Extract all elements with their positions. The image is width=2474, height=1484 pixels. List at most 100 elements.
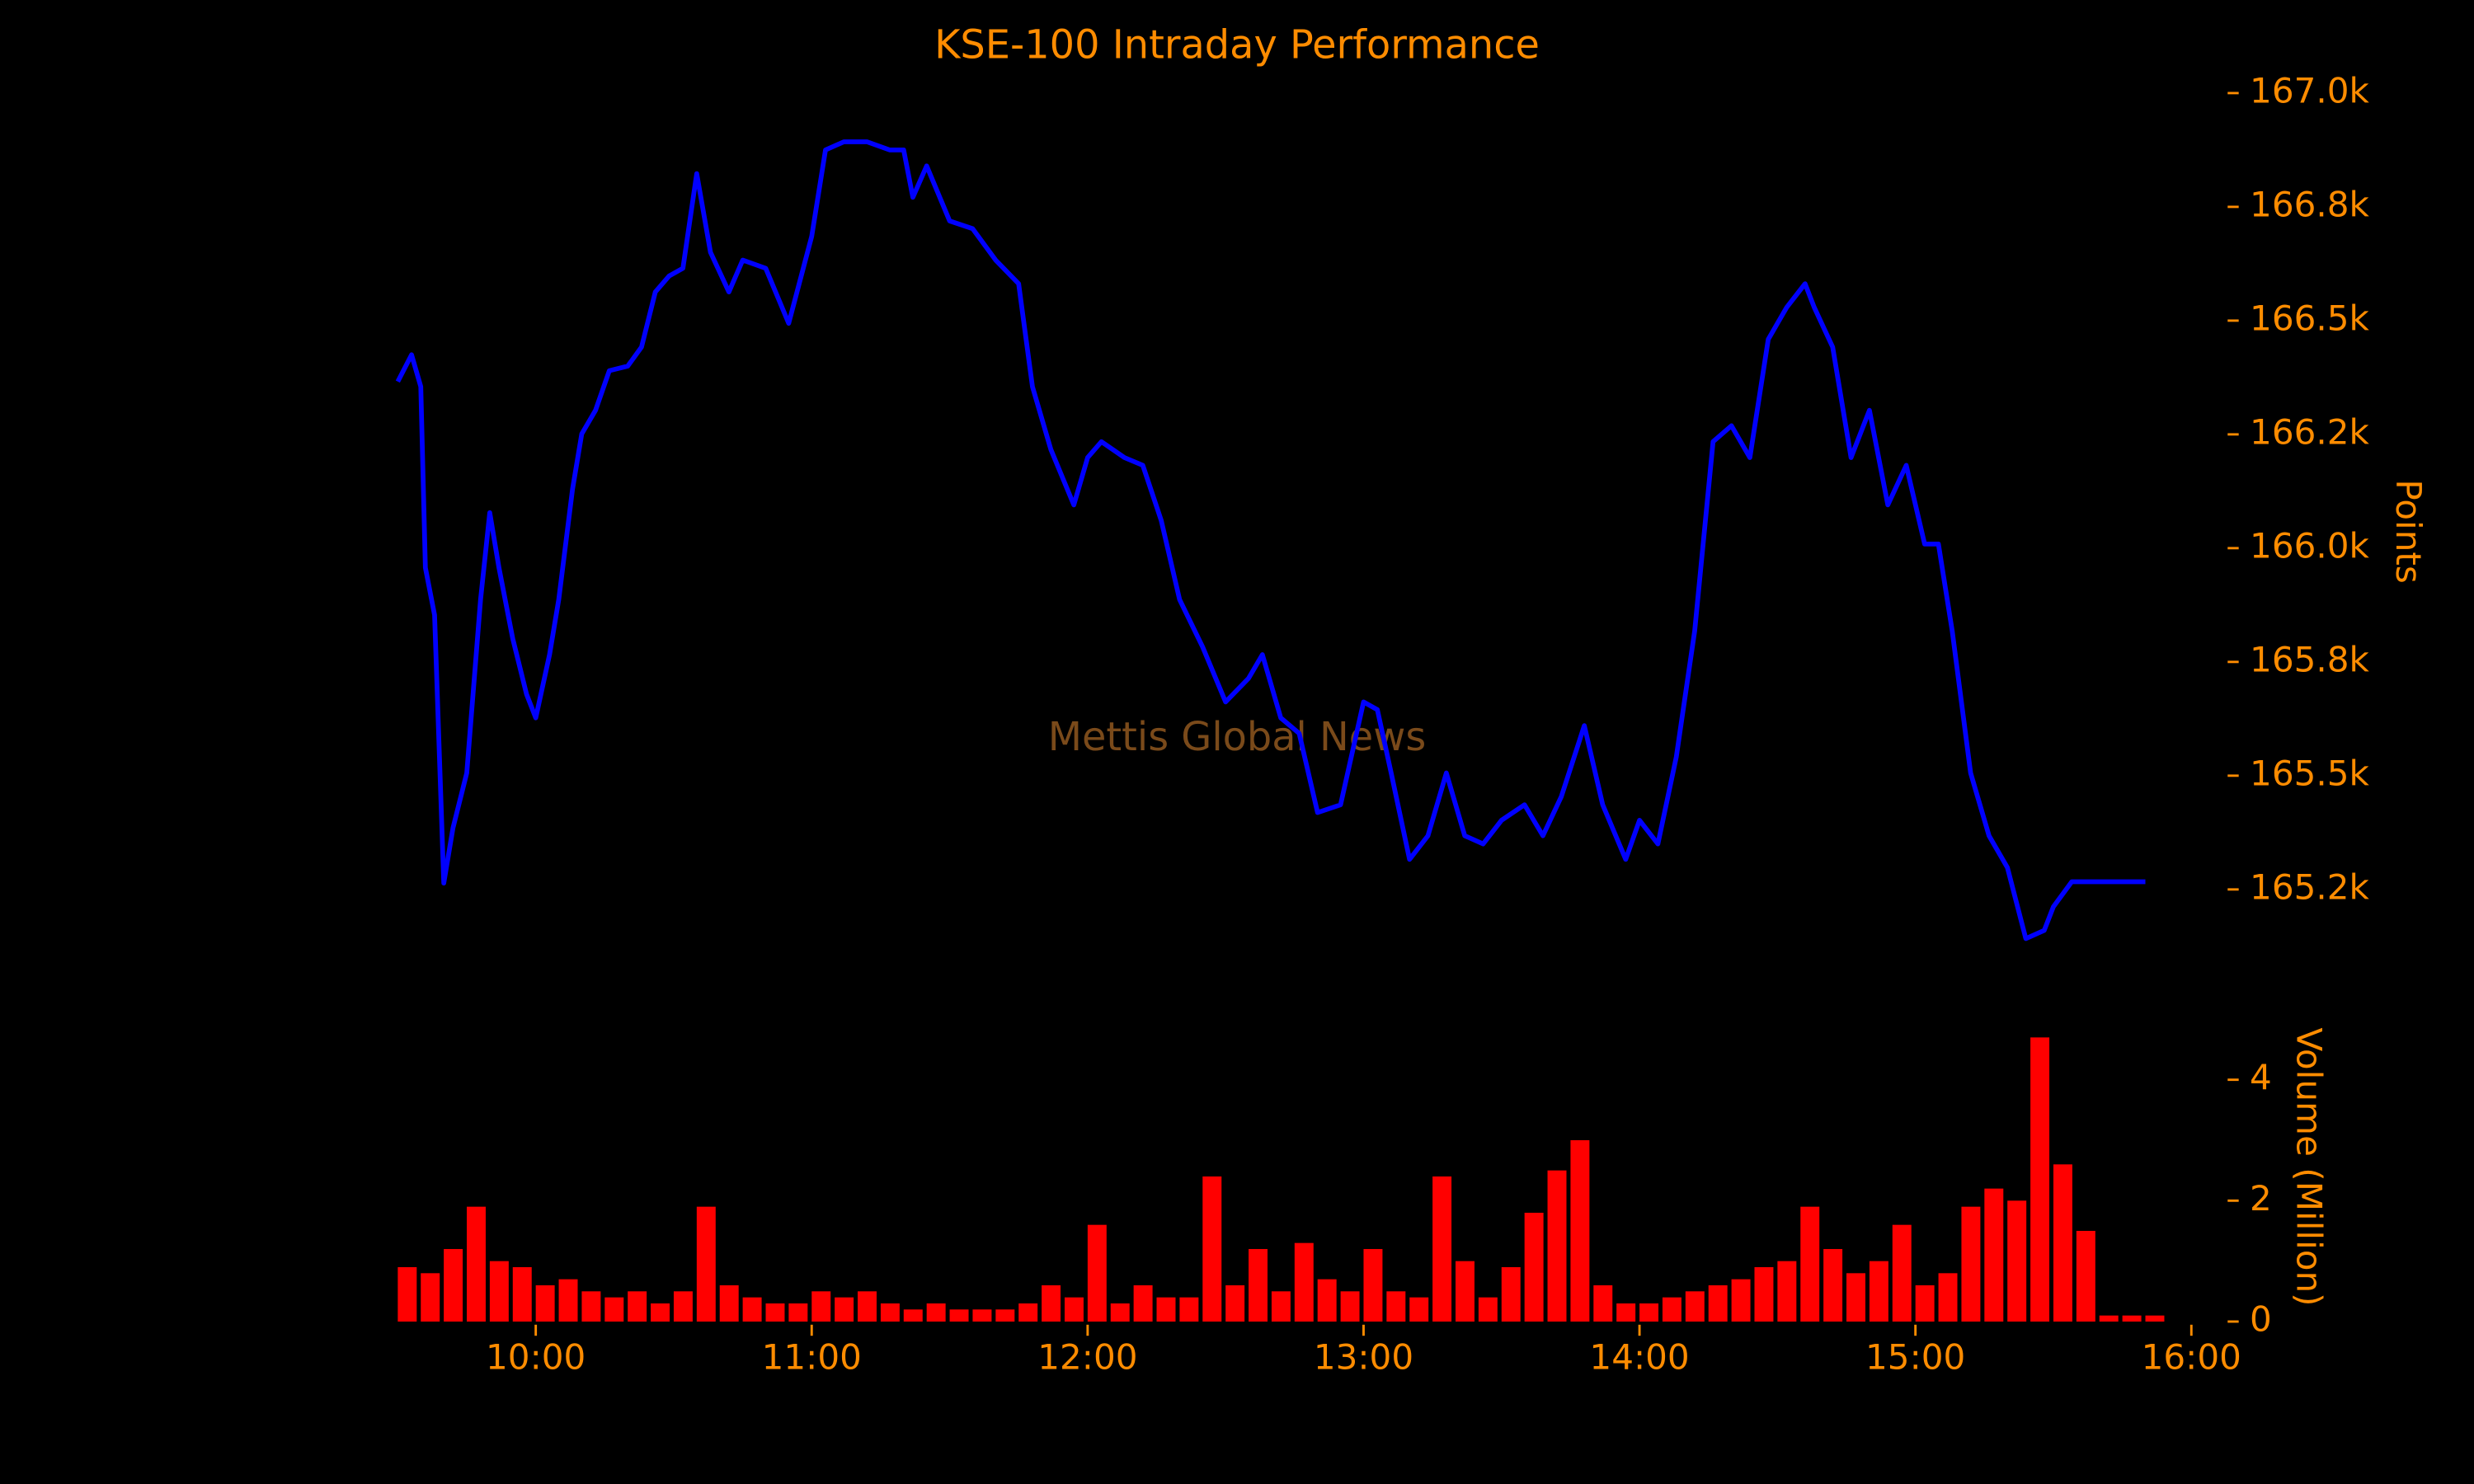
volume-bar <box>765 1303 785 1322</box>
volume-bar <box>1869 1261 1888 1322</box>
volume-bar <box>926 1303 946 1322</box>
volume-bar <box>535 1284 555 1322</box>
y-tick-label: 167.0k <box>2250 70 2369 110</box>
volume-bar <box>673 1291 693 1322</box>
volume-bar <box>628 1291 647 1322</box>
volume-bar <box>1639 1303 1659 1322</box>
x-tick-label: 12:00 <box>1037 1336 1137 1377</box>
volume-bar <box>2030 1037 2050 1322</box>
volume-bar <box>2076 1230 2095 1322</box>
y-tick-label: 166.8k <box>2250 184 2369 224</box>
volume-bar <box>995 1309 1015 1322</box>
volume-bar <box>467 1206 486 1322</box>
volume-bar <box>696 1206 716 1322</box>
volume-bar <box>1249 1248 1268 1322</box>
x-tick-label: 13:00 <box>1314 1336 1413 1377</box>
volume-bar <box>903 1309 923 1322</box>
y-axis-label: Volume (Million) <box>2288 1027 2329 1306</box>
volume-bar <box>1593 1284 1613 1322</box>
y-tick-label: 165.8k <box>2250 639 2369 679</box>
volume-bar <box>1570 1139 1590 1322</box>
volume-bar <box>949 1309 969 1322</box>
y-tick-label: 166.0k <box>2250 525 2369 566</box>
volume-bar <box>1432 1176 1452 1322</box>
volume-bar <box>2122 1315 2142 1322</box>
volume-bar <box>1708 1284 1728 1322</box>
volume-bar <box>1777 1261 1797 1322</box>
volume-bar <box>1616 1303 1636 1322</box>
volume-bar <box>1340 1291 1360 1322</box>
volume-bar <box>1409 1297 1429 1322</box>
volume-bar <box>811 1291 831 1322</box>
y-tick-label: 2 <box>2250 1178 2272 1219</box>
volume-bar <box>1202 1176 1222 1322</box>
volume-bar <box>558 1279 578 1322</box>
x-tick-label: 16:00 <box>2142 1336 2241 1377</box>
volume-bar <box>1064 1297 1084 1322</box>
volume-bar <box>1731 1279 1751 1322</box>
volume-bar <box>444 1248 463 1322</box>
volume-bar <box>2053 1164 2072 1322</box>
volume-bar <box>1984 1188 2004 1322</box>
volume-bar <box>1018 1303 1038 1322</box>
volume-bar <box>719 1284 739 1322</box>
x-tick-label: 10:00 <box>486 1336 586 1377</box>
volume-bar <box>742 1297 762 1322</box>
volume-bar <box>972 1309 992 1322</box>
watermark: Mettis Global News <box>1048 715 1426 760</box>
volume-bar <box>1042 1284 1061 1322</box>
volume-bar <box>1294 1242 1314 1322</box>
volume-bar <box>1225 1284 1245 1322</box>
volume-bar <box>397 1266 417 1322</box>
volume-bar <box>1915 1284 1935 1322</box>
x-tick-label: 15:00 <box>1865 1336 1965 1377</box>
volume-bar <box>2007 1200 2027 1322</box>
volume-bar <box>835 1297 854 1322</box>
volume-bar <box>489 1261 509 1322</box>
volume-bar <box>1363 1248 1383 1322</box>
volume-bar <box>2145 1315 2165 1322</box>
volume-bar <box>1156 1297 1176 1322</box>
y-tick-label: 165.2k <box>2250 866 2369 907</box>
volume-bar <box>788 1303 808 1322</box>
volume-bar <box>880 1303 900 1322</box>
volume-bar <box>1524 1212 1544 1322</box>
volume-bar <box>1938 1273 1958 1322</box>
volume-bar <box>1846 1273 1865 1322</box>
volume-bar <box>581 1291 601 1322</box>
volume-bar <box>512 1266 532 1322</box>
volume-bar <box>1662 1297 1681 1322</box>
volume-bar <box>604 1297 624 1322</box>
y-axis-label: Points <box>2388 479 2429 583</box>
volume-bar <box>1271 1291 1291 1322</box>
volume-bar <box>1754 1266 1774 1322</box>
volume-bar <box>1961 1206 1981 1322</box>
y-tick-label: 0 <box>2250 1298 2272 1339</box>
volume-bar <box>1800 1206 1820 1322</box>
volume-bar <box>858 1291 877 1322</box>
volume-bar <box>2099 1315 2119 1322</box>
y-tick-label: 165.5k <box>2250 753 2369 793</box>
x-tick-label: 11:00 <box>762 1336 862 1377</box>
volume-bar <box>1547 1170 1567 1322</box>
volume-bar <box>1823 1248 1843 1322</box>
volume-bar <box>1478 1297 1498 1322</box>
volume-bar <box>421 1273 440 1322</box>
y-tick-label: 166.2k <box>2250 411 2369 452</box>
volume-bar <box>1501 1266 1521 1322</box>
price-line <box>395 139 2146 942</box>
volume-bar <box>1317 1279 1337 1322</box>
volume-bar <box>1456 1261 1475 1322</box>
y-tick-label: 166.5k <box>2250 298 2369 338</box>
volume-bar <box>651 1303 670 1322</box>
chart-title: KSE-100 Intraday Performance <box>934 22 1540 68</box>
volume-bar <box>1110 1303 1130 1322</box>
volume-bar <box>1892 1224 1912 1322</box>
volume-bar <box>1133 1284 1153 1322</box>
y-tick-label: 4 <box>2250 1057 2272 1097</box>
volume-bar <box>1179 1297 1199 1322</box>
volume-bar <box>1386 1291 1406 1322</box>
volume-bar <box>1087 1224 1107 1322</box>
